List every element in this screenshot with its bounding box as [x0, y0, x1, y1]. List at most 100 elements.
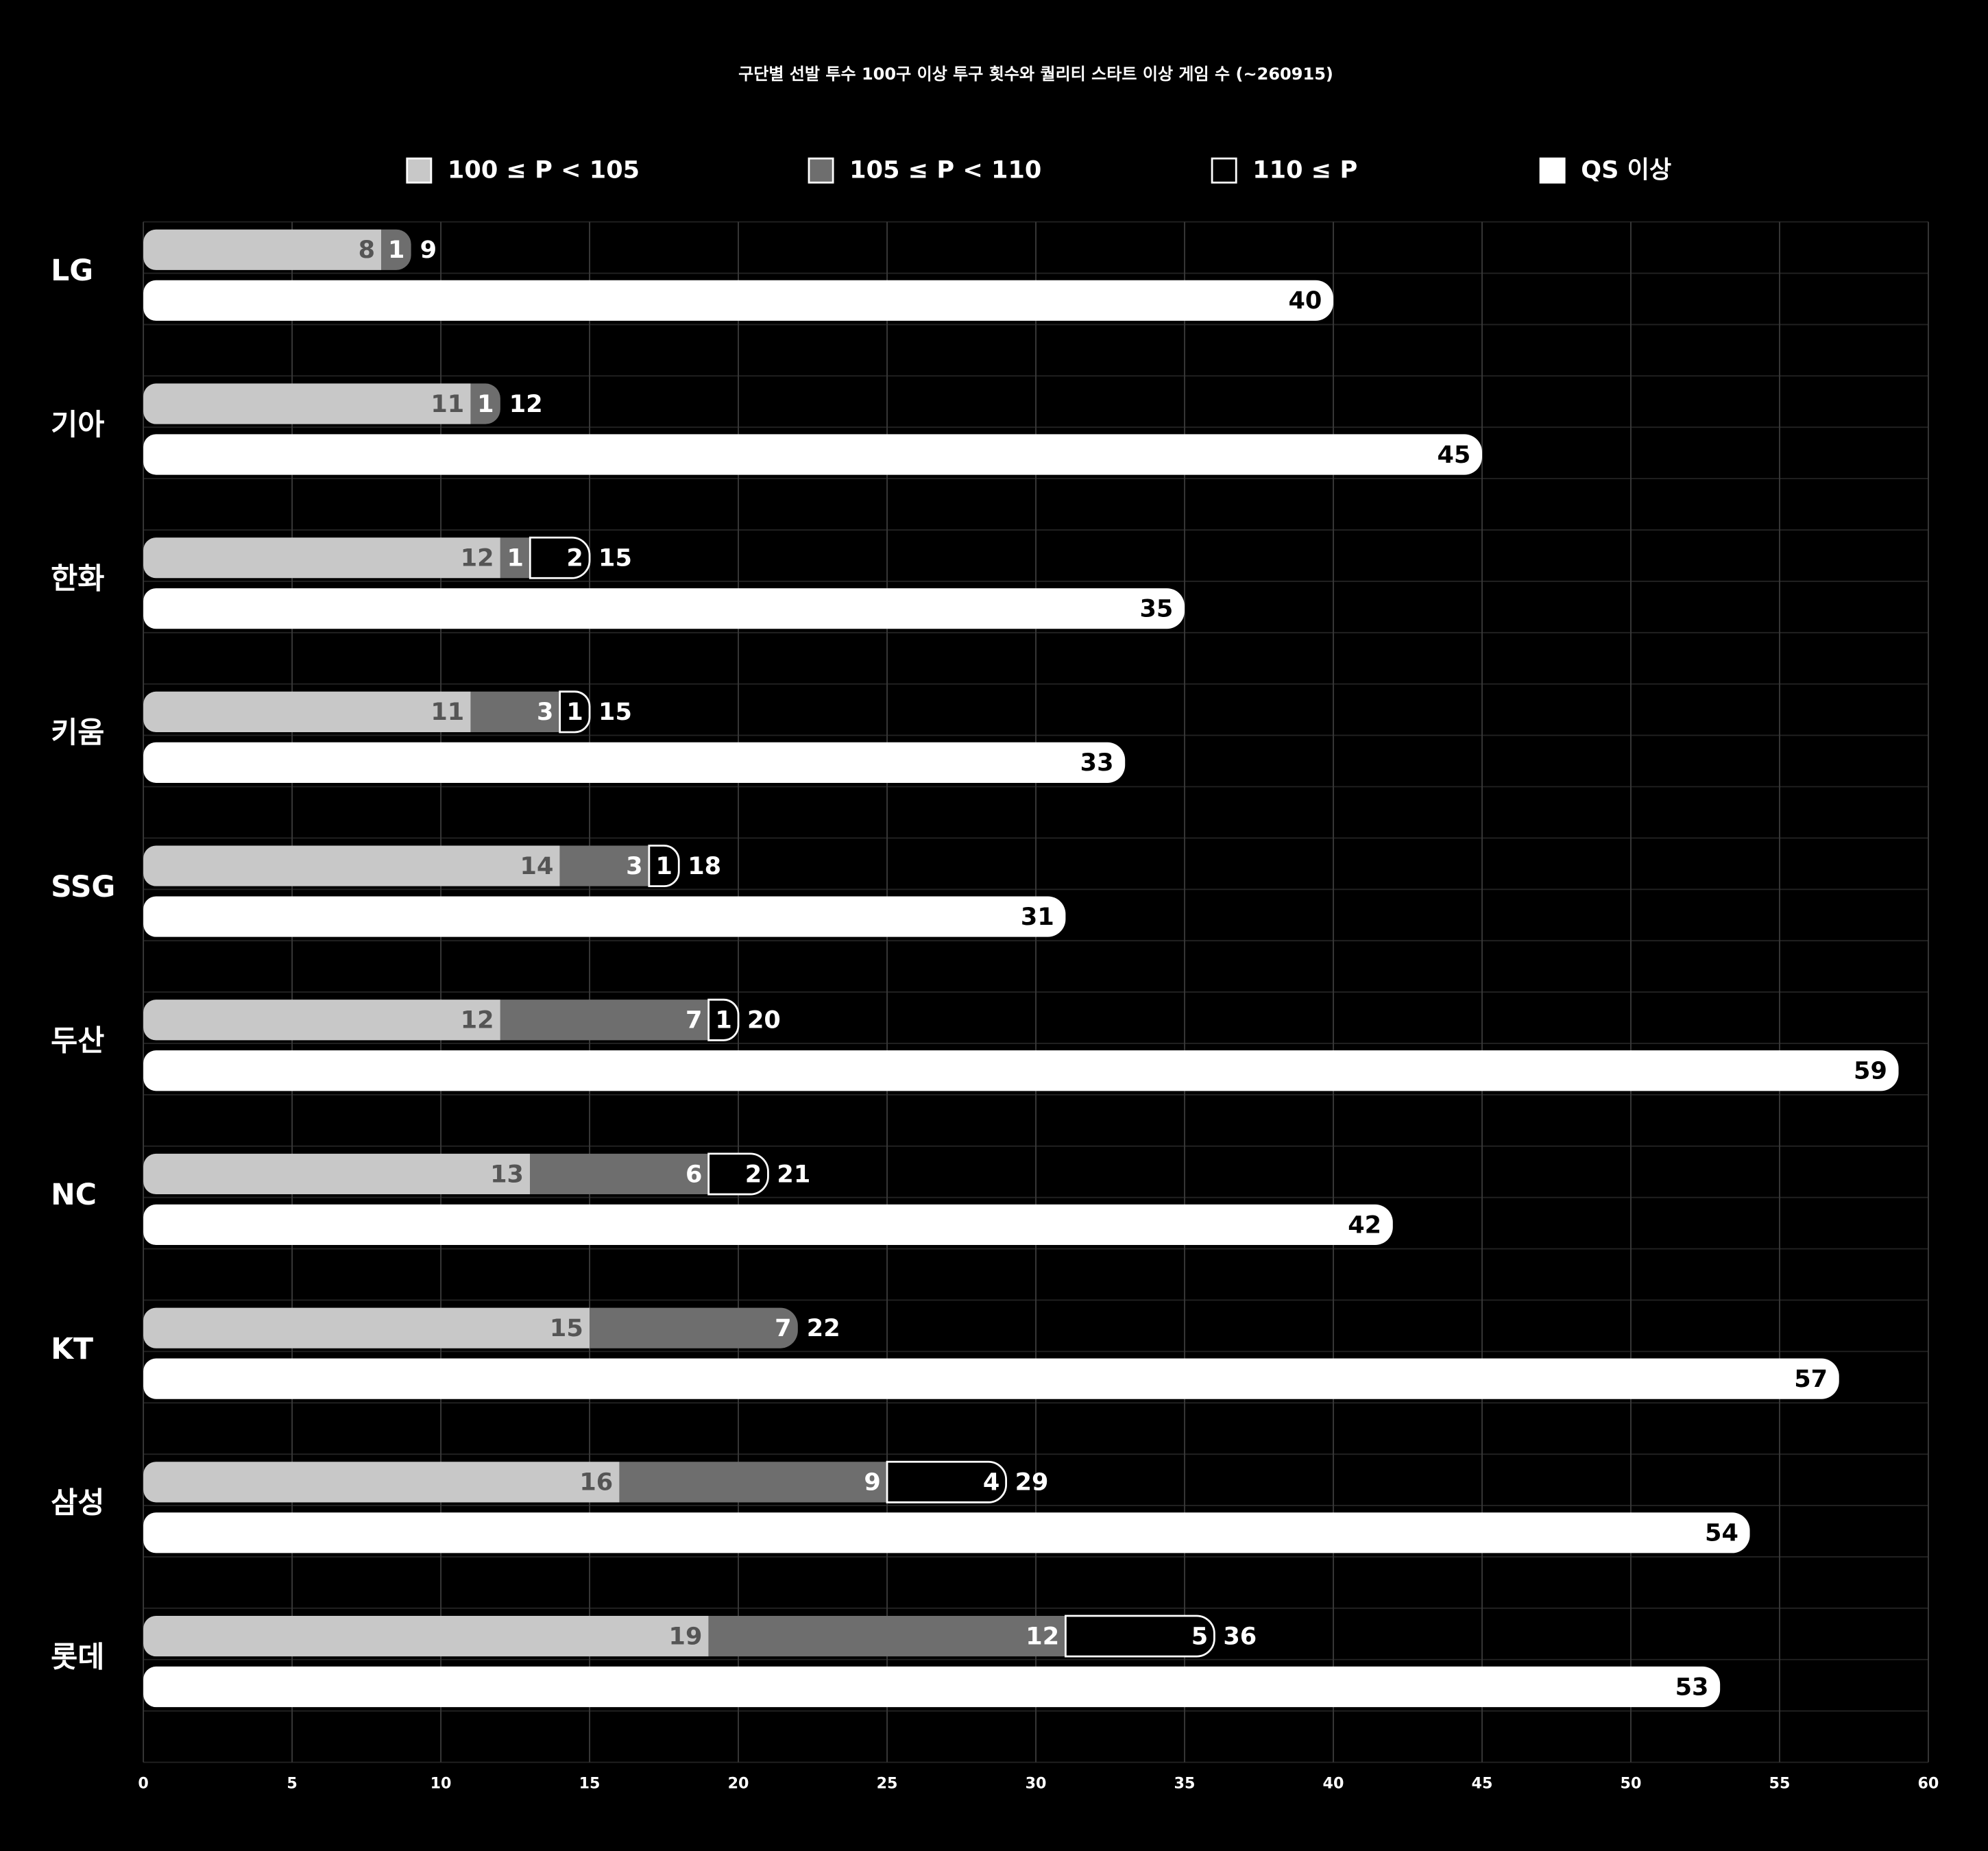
value-label: 54 [1705, 1519, 1738, 1547]
qs-bar [143, 1050, 1899, 1091]
bar-segment [143, 1000, 500, 1041]
y-tick-label: 한화 [51, 562, 104, 596]
bar-segment [143, 229, 382, 270]
y-tick-label: NC [51, 1178, 97, 1212]
x-tick-label: 35 [1174, 1774, 1196, 1792]
x-tick-label: 45 [1472, 1774, 1493, 1792]
qs-bar [143, 1204, 1393, 1246]
total-label: 36 [1223, 1622, 1257, 1650]
y-tick-label: 두산 [51, 1025, 104, 1058]
x-tick-label: 50 [1621, 1774, 1642, 1792]
value-label: 31 [1021, 903, 1054, 931]
total-label: 22 [807, 1314, 840, 1342]
total-label: 15 [598, 698, 632, 726]
value-label: 3 [626, 852, 642, 880]
y-tick-label: KT [51, 1333, 93, 1366]
value-label: 8 [359, 236, 375, 264]
x-tick-label: 15 [579, 1774, 601, 1792]
total-label: 9 [420, 236, 437, 264]
bar-segment [619, 1462, 888, 1503]
qs-bar [143, 742, 1126, 783]
value-label: 53 [1675, 1673, 1709, 1701]
bar-segment [143, 1307, 590, 1348]
bar-segment [559, 690, 591, 734]
value-label: 9 [864, 1468, 880, 1497]
bar-segment [470, 383, 500, 424]
bar-segment [143, 845, 560, 886]
total-label: 29 [1015, 1468, 1049, 1497]
x-tick-label: 40 [1323, 1774, 1344, 1792]
legend-label: QS 이상 [1581, 156, 1671, 184]
bar-segment [530, 1153, 709, 1195]
bar-segment [648, 845, 680, 888]
qs-bar [143, 1512, 1750, 1553]
legend-label: 100 ≤ P < 105 [448, 156, 640, 184]
value-label: 6 [686, 1160, 702, 1188]
bar-segment [500, 1000, 709, 1041]
total-label: 12 [509, 390, 543, 418]
bar-segment [143, 1153, 531, 1195]
chart-title: 구단별 선발 투수 100구 이상 투구 횟수와 퀄리티 스타트 이상 게임 수… [738, 64, 1333, 84]
qs-bar [143, 1666, 1721, 1708]
value-label: 7 [775, 1314, 791, 1342]
y-tick-label: 기아 [51, 409, 104, 442]
value-label: 2 [745, 1160, 762, 1188]
value-label: 11 [431, 698, 464, 726]
value-label: 5 [1191, 1622, 1208, 1650]
value-label: 45 [1437, 441, 1470, 469]
value-label: 15 [550, 1314, 583, 1342]
value-label: 1 [715, 1006, 731, 1035]
y-tick-label: 삼성 [51, 1487, 104, 1521]
legend-label: 110 ≤ P [1252, 156, 1357, 184]
bar-segment [1065, 1614, 1215, 1658]
bar-segment [886, 1460, 1008, 1503]
value-label: 16 [579, 1468, 613, 1497]
y-tick-label: SSG [51, 871, 115, 904]
qs-bar [143, 280, 1333, 321]
value-label: 42 [1348, 1211, 1381, 1239]
value-label: 57 [1794, 1365, 1828, 1393]
y-tick-label: LG [51, 254, 93, 288]
legend-swatch [808, 157, 834, 184]
value-label: 12 [461, 544, 494, 572]
x-tick-label: 60 [1917, 1774, 1939, 1792]
value-label: 12 [1026, 1622, 1059, 1650]
bar-segment [559, 845, 649, 886]
total-label: 21 [777, 1160, 810, 1188]
legend-swatch [1539, 157, 1566, 184]
x-tick-label: 10 [431, 1774, 452, 1792]
total-label: 20 [747, 1006, 781, 1035]
bar-segment [707, 998, 740, 1041]
qs-bar [143, 1358, 1839, 1399]
value-label: 12 [461, 1006, 494, 1035]
value-label: 4 [983, 1468, 999, 1497]
value-label: 1 [477, 390, 494, 418]
x-tick-label: 30 [1026, 1774, 1047, 1792]
total-label: 18 [688, 852, 721, 880]
x-tick-label: 5 [287, 1774, 297, 1792]
value-label: 3 [537, 698, 553, 726]
bar-segment [590, 1307, 798, 1348]
legend-swatch [406, 157, 433, 184]
value-label: 40 [1288, 287, 1322, 315]
value-label: 19 [669, 1622, 703, 1650]
x-tick-label: 55 [1769, 1774, 1791, 1792]
bar-segment [143, 691, 471, 732]
bar-segment [381, 229, 411, 270]
value-label: 33 [1080, 749, 1114, 777]
qs-bar [143, 588, 1185, 629]
qs-bar [143, 434, 1482, 475]
value-label: 2 [566, 544, 583, 572]
qs-bar [143, 896, 1066, 937]
total-label: 15 [598, 544, 632, 572]
bar-segment [143, 1462, 620, 1503]
value-label: 35 [1139, 595, 1173, 623]
bar-segment [708, 1615, 1066, 1657]
value-label: 1 [566, 698, 583, 726]
bar-segment [143, 383, 471, 424]
x-tick-label: 20 [728, 1774, 749, 1792]
value-label: 1 [388, 236, 404, 264]
y-tick-label: 키움 [51, 716, 104, 750]
bar-segment [143, 1615, 709, 1657]
